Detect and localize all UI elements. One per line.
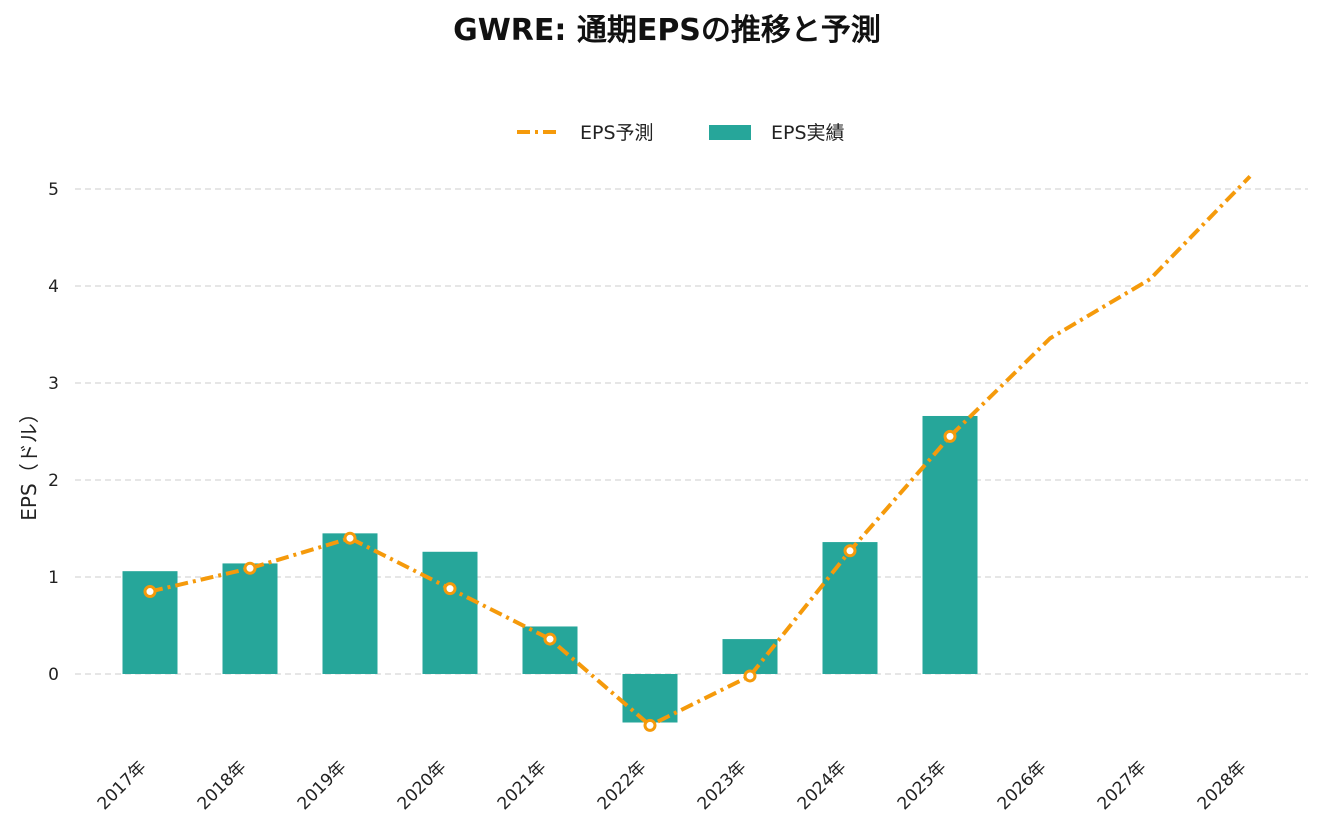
x-tick-label: 2027年 <box>1094 757 1151 814</box>
x-tick-label: 2024年 <box>794 757 851 814</box>
legend-actual-label: EPS実績 <box>771 122 845 144</box>
legend: EPS予測 EPS実績 <box>517 122 845 144</box>
forecast-line <box>149 174 1252 728</box>
bar <box>722 639 778 674</box>
y-tick-labels: 0 1 2 3 4 5 <box>48 180 59 685</box>
y-tick-label: 4 <box>48 277 59 297</box>
x-tick-label: 2017年 <box>94 757 151 814</box>
legend-actual-swatch <box>709 125 751 140</box>
chart-title: GWRE: 通期EPSの推移と予測 <box>453 13 881 48</box>
forecast-point <box>243 561 257 575</box>
bar <box>222 563 278 674</box>
bar <box>922 415 978 674</box>
y-tick-label: 5 <box>48 180 59 200</box>
forecast-point <box>843 544 857 558</box>
x-tick-label: 2021年 <box>494 757 551 814</box>
forecast-point <box>543 632 557 646</box>
x-tick-label: 2022年 <box>594 757 651 814</box>
bar <box>822 542 878 674</box>
grid-lines <box>75 188 1308 675</box>
bar-series <box>122 415 978 723</box>
forecast-point <box>143 585 157 599</box>
forecast-point <box>443 582 457 596</box>
forecast-point <box>643 718 657 732</box>
y-tick-label: 1 <box>48 568 59 588</box>
legend-forecast-label: EPS予測 <box>580 122 654 144</box>
x-tick-label: 2025年 <box>894 757 951 814</box>
y-tick-label: 2 <box>48 471 59 491</box>
x-tick-label: 2020年 <box>394 757 451 814</box>
y-tick-label: 0 <box>48 665 59 685</box>
x-tick-label: 2026年 <box>994 757 1051 814</box>
line-series <box>143 174 1252 732</box>
bar <box>422 551 478 674</box>
forecast-point <box>343 531 357 545</box>
forecast-point <box>743 669 757 683</box>
bar <box>322 533 378 674</box>
x-tick-label: 2023年 <box>694 757 751 814</box>
x-tick-label: 2019年 <box>294 757 351 814</box>
y-tick-label: 3 <box>48 374 59 394</box>
x-tick-labels: 2017年 2018年 2019年 2020年 2021年 2022年 2023年 2024年… <box>94 757 1251 814</box>
y-axis-label: EPS（ドル） <box>17 403 41 520</box>
x-tick-label: 2018年 <box>194 757 251 814</box>
forecast-point <box>943 429 957 443</box>
x-tick-label: 2028年 <box>1194 757 1251 814</box>
